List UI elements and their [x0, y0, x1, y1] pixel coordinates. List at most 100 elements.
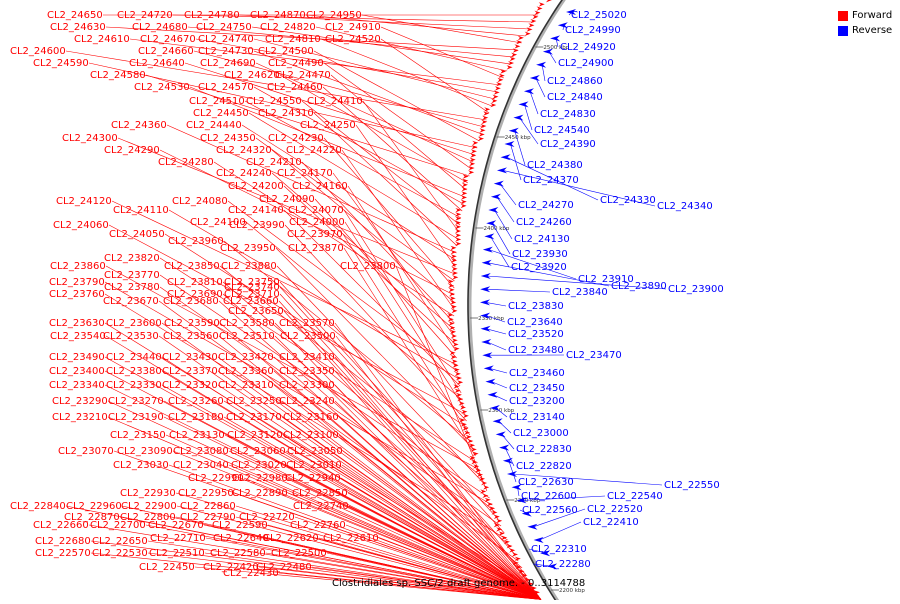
reverse-gene [497, 167, 507, 173]
forward-gene-label: CL2_23800 [340, 261, 396, 272]
forward-gene-label: CL2_24410 [307, 96, 363, 107]
forward-gene-label: CL2_24320 [216, 145, 272, 156]
forward-gene-label: CL2_22610 [323, 533, 379, 544]
forward-gene [462, 183, 468, 187]
forward-gene-label: CL2_22940 [285, 473, 341, 484]
reverse-gene-label: CL2_24860 [547, 76, 603, 87]
forward-gene-label: CL2_24500 [258, 46, 314, 57]
forward-gene [451, 254, 457, 258]
forward-gene [478, 137, 484, 141]
forward-gene [455, 225, 461, 229]
forward-gene [455, 212, 461, 216]
forward-gene [530, 19, 536, 23]
reverse-gene-label: CL2_22830 [516, 444, 572, 455]
forward-gene [492, 95, 498, 99]
reverse-gene-label: CL2_23890 [611, 281, 667, 292]
forward-gene [507, 65, 513, 69]
reverse-connector [510, 144, 521, 180]
forward-gene-label: CL2_23100 [283, 430, 339, 441]
forward-gene-label: CL2_24350 [200, 133, 256, 144]
forward-gene-label: CL2_23240 [279, 396, 335, 407]
forward-gene-label: CL2_24140 [228, 205, 284, 216]
forward-gene-label: CL2_22670 [148, 520, 204, 531]
forward-gene-label: CL2_24060 [53, 220, 109, 231]
reverse-gene [496, 431, 506, 437]
forward-gene-label: CL2_24240 [216, 168, 272, 179]
reverse-gene-label: CL2_24990 [565, 25, 621, 36]
forward-gene-label: CL2_22450 [139, 562, 195, 573]
reverse-gene-label: CL2_22600 [521, 491, 577, 502]
forward-gene-label: CL2_23760 [49, 289, 105, 300]
forward-gene-label: CL2_23790 [49, 277, 105, 288]
forward-gene-label: CL2_23850 [164, 261, 220, 272]
reverse-gene [491, 194, 501, 200]
reverse-gene-label: CL2_22540 [607, 491, 663, 502]
legend-forward-label: Forward [852, 10, 892, 21]
forward-gene-label: CL2_23990 [229, 220, 285, 231]
forward-gene-label: CL2_23190 [108, 412, 164, 423]
forward-gene-label: CL2_24810 [265, 34, 321, 45]
forward-gene-label: CL2_23060 [230, 446, 286, 457]
forward-gene-label: CL2_22900 [121, 501, 177, 512]
reverse-connector [509, 461, 516, 482]
forward-gene-label: CL2_24510 [189, 96, 245, 107]
reverse-gene-label: CL2_23520 [508, 329, 564, 340]
reverse-gene-label: CL2_24540 [534, 125, 590, 136]
forward-gene [461, 204, 467, 208]
forward-gene [451, 309, 457, 313]
forward-gene [495, 86, 501, 90]
forward-connector [381, 39, 489, 113]
forward-gene [468, 170, 474, 174]
forward-gene-label: CL2_23090 [117, 446, 173, 457]
forward-gene-label: CL2_24650 [47, 10, 103, 21]
legend-forward: Forward [838, 8, 892, 23]
forward-gene-label: CL2_23310 [218, 380, 274, 391]
forward-gene-label: CL2_23160 [283, 412, 339, 423]
reverse-gene [524, 88, 534, 94]
forward-gene [455, 233, 461, 237]
reverse-gene-label: CL2_23140 [509, 412, 565, 423]
forward-gene-label: CL2_22500 [271, 548, 327, 559]
reverse-gene-label: CL2_24260 [516, 217, 572, 228]
reverse-gene-label: CL2_23470 [566, 350, 622, 361]
forward-gene-label: CL2_23360 [218, 366, 274, 377]
forward-gene-label: CL2_24630 [50, 22, 106, 33]
forward-gene-label: CL2_24750 [196, 22, 252, 33]
forward-gene-label: CL2_23370 [162, 366, 218, 377]
forward-gene-label: CL2_23600 [106, 318, 162, 329]
forward-gene [546, 0, 552, 2]
forward-gene [496, 82, 502, 86]
forward-gene [482, 494, 488, 498]
forward-gene-label: CL2_23670 [103, 296, 159, 307]
forward-gene-label: CL2_24200 [228, 181, 284, 192]
forward-gene [461, 200, 467, 204]
forward-gene-label: CL2_23560 [163, 331, 219, 342]
reverse-gene-label: CL2_23200 [509, 396, 565, 407]
forward-swatch [838, 11, 848, 21]
reverse-gene-label: CL2_23830 [508, 301, 564, 312]
forward-gene-label: CL2_24290 [104, 145, 160, 156]
forward-gene-label: CL2_23150 [110, 430, 166, 441]
forward-gene [513, 48, 519, 52]
forward-gene-label: CL2_24950 [306, 10, 362, 21]
forward-gene-label: CL2_22850 [292, 488, 348, 499]
forward-gene [450, 296, 456, 300]
forward-gene-label: CL2_23250 [226, 396, 282, 407]
reverse-gene-label: CL2_22410 [583, 517, 639, 528]
reverse-swatch [838, 26, 848, 36]
forward-gene-label: CL2_24720 [117, 10, 173, 21]
reverse-gene [484, 233, 494, 239]
forward-gene [450, 246, 456, 250]
reverse-gene [494, 181, 504, 187]
forward-gene [455, 372, 461, 376]
reverse-gene-label: CL2_23840 [552, 287, 608, 298]
forward-gene-label: CL2_24230 [268, 133, 324, 144]
forward-gene-label: CL2_24050 [109, 229, 165, 240]
forward-gene [496, 519, 502, 523]
reverse-gene [536, 62, 546, 68]
forward-gene-label: CL2_23050 [287, 446, 343, 457]
forward-gene-label: CL2_23350 [279, 366, 335, 377]
forward-gene-label: CL2_23570 [279, 318, 335, 329]
forward-gene-label: CL2_23020 [231, 460, 287, 471]
reverse-gene [481, 326, 491, 332]
